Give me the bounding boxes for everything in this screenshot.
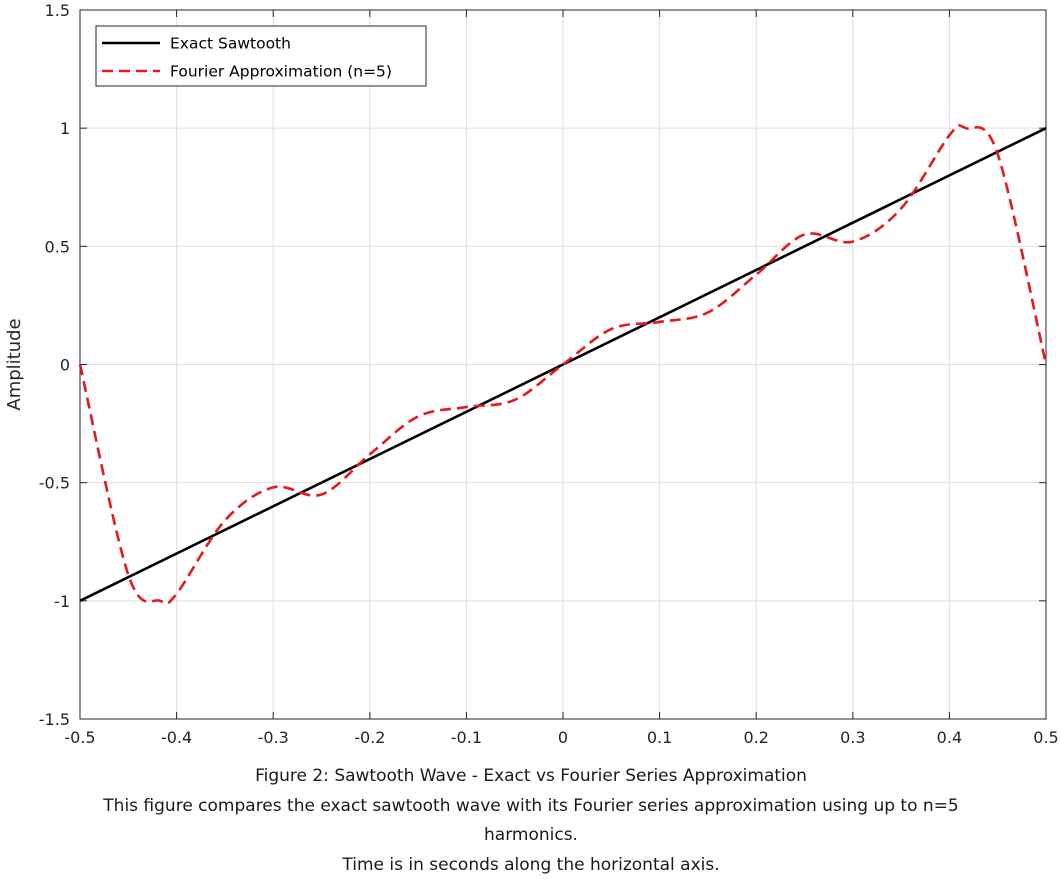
legend-label-fourier: Fourier Approximation (n=5) [170,63,392,81]
x-tick-label: -0.2 [354,728,385,747]
series-exact-sawtooth-line [79,126,1047,603]
y-tick-label: 1.5 [45,1,70,20]
y-tick-label: -1.5 [39,710,70,729]
x-tick-label: 0.5 [1033,728,1058,747]
legend-box [95,25,427,87]
legend-label-exact: Exact Sawtooth [170,35,291,53]
series-lines [78,124,1048,605]
ticks [79,9,1047,720]
tick-labels: -0.5 -0.4 -0.3 -0.2 -0.1 0 0.1 0.2 0.3 0.4 0.5 -1.5… [39,1,1059,747]
y-tick-label: 0.5 [45,237,70,256]
series-fourier-approximation-line [78,124,1048,605]
x-tick-label: -0.4 [161,728,192,747]
y-tick-label: 1 [60,119,70,138]
x-tick-label: 0.1 [647,728,672,747]
figure-caption: Figure 2: Sawtooth Wave - Exact vs Fouri… [0,762,1062,880]
x-tick-label: 0.2 [743,728,768,747]
x-tick-label: 0 [558,728,568,747]
y-tick-label: 0 [60,356,70,375]
y-axis-title: Amplitude [4,318,25,410]
x-tick-label: 0.3 [840,728,865,747]
x-tick-label: -0.3 [258,728,289,747]
caption-description: This figure compares the exact sawtooth … [103,795,959,846]
legend: Exact Sawtooth Fourier Approximation (n=5… [95,25,427,87]
x-tick-label: -0.1 [451,728,482,747]
y-tick-label: -1 [54,592,70,611]
x-tick-label: -0.5 [64,728,95,747]
y-tick-label: -0.5 [39,474,70,493]
caption-title: Figure 2: Sawtooth Wave - Exact vs Fouri… [255,766,807,786]
x-tick-label: 0.4 [937,728,962,747]
caption-axis-note: Time is in seconds along the horizontal … [342,854,720,875]
